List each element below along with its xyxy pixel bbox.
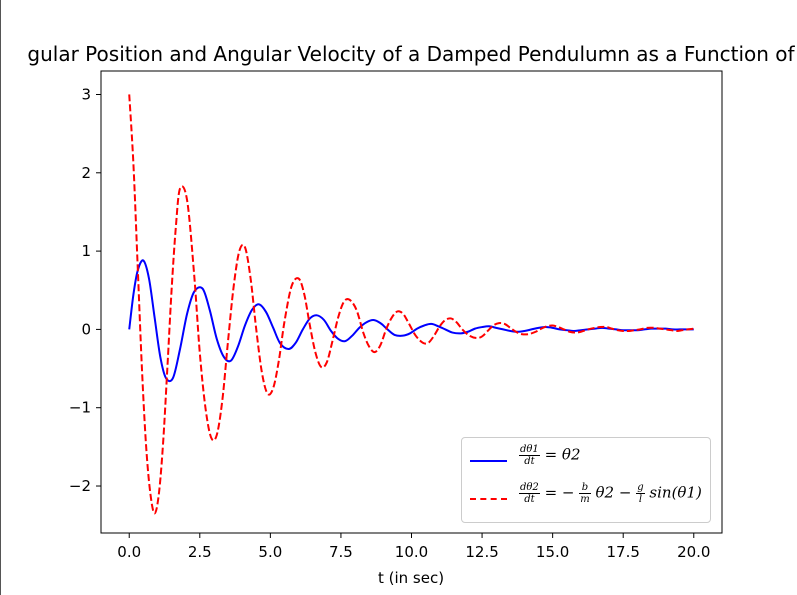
legend-2-l: l bbox=[638, 494, 643, 505]
legend-line-blue bbox=[470, 460, 507, 462]
legend-1-rhs: = θ2 bbox=[544, 445, 581, 464]
legend-2-den: dt bbox=[524, 494, 535, 505]
x-tick-label: 2.5 bbox=[188, 543, 212, 561]
series-layer bbox=[128, 94, 694, 515]
legend-2-m: m bbox=[580, 494, 590, 505]
x-axis-label: t (in sec) bbox=[378, 569, 444, 587]
legend-line-red bbox=[470, 498, 507, 500]
x-tick-label: 0.0 bbox=[117, 543, 141, 561]
x-tick-label: 20.0 bbox=[677, 543, 710, 561]
legend-label-2: dθ2 dt = − b m θ2 − g l sin(θ1) bbox=[519, 482, 702, 505]
x-tick-label: 17.5 bbox=[607, 543, 640, 561]
legend-1-num: dθ1 bbox=[519, 444, 540, 456]
window-edge bbox=[0, 0, 1, 595]
legend-2-theta2: θ2 − bbox=[595, 483, 632, 502]
legend-2-g: g bbox=[636, 482, 645, 494]
y-tick-label: 1 bbox=[81, 242, 91, 260]
chart-title: gular Position and Angular Velocity of a… bbox=[0, 41, 797, 67]
legend-label-1: dθ1 dt = θ2 bbox=[519, 444, 581, 467]
x-tick-label: 10.0 bbox=[395, 543, 428, 561]
legend-2-num: dθ2 bbox=[519, 482, 540, 494]
x-tick-label: 12.5 bbox=[465, 543, 498, 561]
x-ticks: 0.0 2.5 5.0 7.5 10.0 12.5 15.0 17.5 20.0 bbox=[117, 533, 710, 561]
y-tick-label: −2 bbox=[69, 477, 91, 495]
series-line-red bbox=[128, 94, 694, 515]
x-tick-label: 7.5 bbox=[329, 543, 353, 561]
y-tick-label: 0 bbox=[81, 320, 91, 338]
legend-1-fraction: dθ1 dt bbox=[519, 444, 540, 467]
legend-2-fraction: dθ2 dt bbox=[519, 482, 540, 505]
legend-2-rhs1: = − bbox=[544, 483, 575, 502]
y-ticks: −2 −1 0 1 2 3 bbox=[69, 85, 101, 495]
x-tick-label: 15.0 bbox=[536, 543, 569, 561]
legend: dθ1 dt = θ2 dθ2 dt = − b m θ2 − g l sin(… bbox=[461, 437, 711, 523]
x-tick-label: 5.0 bbox=[258, 543, 282, 561]
y-tick-label: 3 bbox=[81, 85, 91, 103]
chart-title-text: gular Position and Angular Velocity of a… bbox=[27, 42, 795, 66]
legend-2-rhs2: sin(θ1) bbox=[649, 483, 702, 502]
legend-2-g-over-l: g l bbox=[636, 482, 645, 505]
legend-1-den: dt bbox=[524, 456, 535, 467]
y-tick-label: −1 bbox=[69, 399, 91, 417]
legend-2-b: b bbox=[579, 482, 591, 494]
y-tick-label: 2 bbox=[81, 164, 91, 182]
legend-2-b-over-m: b m bbox=[579, 482, 591, 505]
